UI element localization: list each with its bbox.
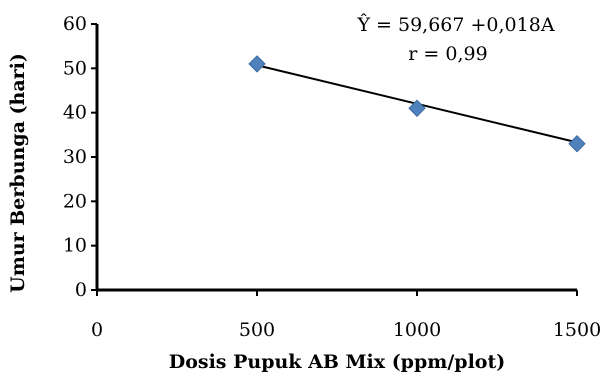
y-tick-label: 30 bbox=[63, 146, 87, 168]
data-point bbox=[408, 99, 426, 117]
y-tick-label: 20 bbox=[63, 190, 87, 212]
x-tick-label: 500 bbox=[239, 319, 275, 341]
x-axis-title: Dosis Pupuk AB Mix (ppm/plot) bbox=[169, 351, 506, 373]
data-point bbox=[248, 55, 266, 73]
plot-area: 0 10 20 30 40 50 60 0 500 1000 1500 bbox=[63, 13, 601, 341]
y-tick-label: 50 bbox=[63, 57, 87, 79]
x-tick-label: 1500 bbox=[553, 319, 601, 341]
y-tick-label: 40 bbox=[63, 102, 87, 124]
y-ticks: 0 10 20 30 40 50 60 bbox=[63, 13, 97, 301]
y-tick-label: 10 bbox=[63, 235, 87, 257]
x-tick-label: 0 bbox=[91, 319, 103, 341]
y-axis-title: Umur Berbunga (hari) bbox=[7, 53, 29, 293]
correlation-label: r = 0,99 bbox=[408, 43, 487, 65]
y-tick-label: 0 bbox=[75, 279, 87, 301]
x-tick-label: 1000 bbox=[393, 319, 441, 341]
x-ticks: 0 500 1000 1500 bbox=[91, 290, 601, 341]
data-points bbox=[248, 55, 586, 153]
y-tick-label: 60 bbox=[63, 13, 87, 35]
regression-equation: Ŷ = 59,667 +0,018A bbox=[356, 13, 554, 36]
data-point bbox=[568, 134, 586, 153]
